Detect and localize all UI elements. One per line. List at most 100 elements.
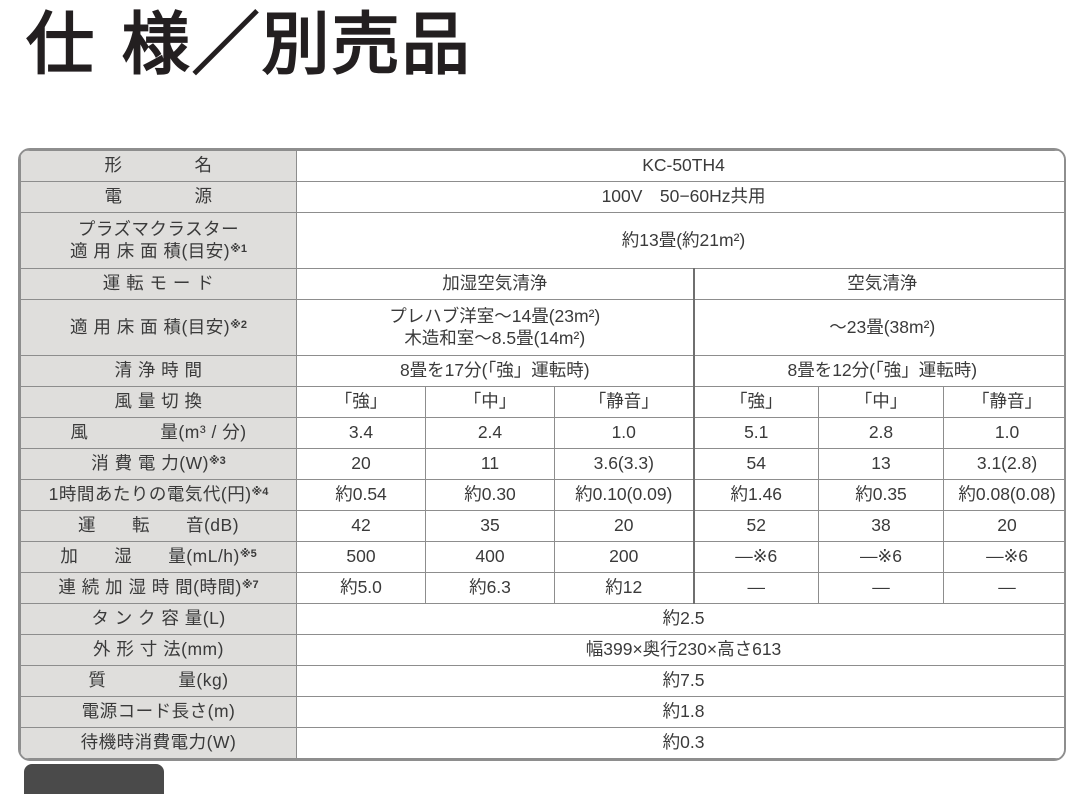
- fan-speed-col-2: 「中」: [425, 386, 555, 418]
- humidification-col-1: 500: [296, 541, 426, 573]
- row-label-plasmacluster-area: プラズマクラスター 適 用 床 面 積(目安)※1: [20, 212, 297, 269]
- table-row: 1時間あたりの電気代(円)※4 約0.54 約0.30 約0.10(0.09) …: [20, 479, 1064, 511]
- table-row: 清 浄 時 間 8畳を17分(「強」運転時) 8畳を12分(「強」運転時): [20, 355, 1064, 387]
- noise-col-2: 35: [425, 510, 555, 542]
- cont-humid-col-3: 約12: [554, 572, 695, 604]
- fan-speed-col-1: 「強」: [296, 386, 426, 418]
- humidification-col-2: 400: [425, 541, 555, 573]
- noise-col-3: 20: [554, 510, 695, 542]
- specification-table-container: 形 名 KC-50TH4 電 源 100V 50−60Hz共用 プラズマクラスタ…: [18, 148, 1066, 761]
- row-value-tank-capacity: 約2.5: [295, 603, 1064, 635]
- noise-col-6: 20: [942, 510, 1064, 542]
- cont-humid-col-4: —: [693, 572, 819, 604]
- table-row: 外 形 寸 法(mm) 幅399×奥行230×高さ613: [20, 634, 1064, 666]
- row-value-model: KC-50TH4: [295, 150, 1064, 182]
- table-row: 加 湿 量(mL/h)※5 500 400 200 —※6 —※6 —※6: [20, 541, 1064, 573]
- fan-speed-col-3: 「静音」: [554, 386, 695, 418]
- row-label-power-consumption: 消 費 電 力(W)※3: [20, 448, 297, 480]
- noise-col-4: 52: [693, 510, 819, 542]
- specification-table: 形 名 KC-50TH4 電 源 100V 50−60Hz共用 プラズマクラスタ…: [20, 150, 1064, 759]
- table-row: 質 量(kg) 約7.5: [20, 665, 1064, 697]
- row-label-text: 連 続 加 湿 時 間(時間): [58, 577, 242, 598]
- humidification-col-3: 200: [554, 541, 695, 573]
- table-row: タ ン ク 容 量(L) 約2.5: [20, 603, 1064, 635]
- airflow-col-3: 1.0: [554, 417, 695, 449]
- table-row: プラズマクラスター 適 用 床 面 積(目安)※1 約13畳(約21m²): [20, 212, 1064, 269]
- row-label-text: 加 湿 量(mL/h): [60, 546, 240, 567]
- row-label-line1: プラズマクラスター: [77, 218, 240, 239]
- table-row: 電源コード長さ(m) 約1.8: [20, 696, 1064, 728]
- power-consumption-col-4: 54: [693, 448, 819, 480]
- row-value-cleaning-time-humidify: 8畳を17分(「強」運転時): [296, 355, 695, 387]
- table-row: 形 名 KC-50TH4: [20, 150, 1064, 182]
- row-label-tank-capacity: タ ン ク 容 量(L): [20, 603, 297, 635]
- row-value-cleaning-time-clean: 8畳を12分(「強」運転時): [692, 355, 1064, 387]
- row-value-applicable-area-humidify: プレハブ洋室～14畳(23m²) 木造和室～8.5畳(14m²): [296, 299, 695, 356]
- table-row: 待機時消費電力(W) 約0.3: [20, 727, 1064, 759]
- row-label-hourly-cost: 1時間あたりの電気代(円)※4: [20, 479, 297, 511]
- footnote-marker-2: ※2: [230, 318, 247, 331]
- airflow-col-4: 5.1: [693, 417, 819, 449]
- row-label-continuous-humidification: 連 続 加 湿 時 間(時間)※7: [20, 572, 297, 604]
- row-value-plasmacluster-area: 約13畳(約21m²): [295, 212, 1064, 269]
- applicable-area-line2: 木造和室～8.5畳(14m²): [404, 327, 586, 348]
- airflow-col-6: 1.0: [942, 417, 1064, 449]
- footnote-marker-3: ※3: [208, 455, 226, 468]
- row-value-weight: 約7.5: [295, 665, 1064, 697]
- row-label-cord-length: 電源コード長さ(m): [20, 696, 297, 728]
- airflow-col-1: 3.4: [296, 417, 426, 449]
- row-label-line2: 適 用 床 面 積(目安): [70, 240, 231, 261]
- hourly-cost-col-1: 約0.54: [296, 479, 426, 511]
- cont-humid-col-6: —: [942, 572, 1064, 604]
- row-value-power-source: 100V 50−60Hz共用: [295, 181, 1064, 213]
- row-label-text: 消 費 電 力(W): [91, 453, 209, 474]
- airflow-col-5: 2.8: [818, 417, 944, 449]
- power-consumption-col-3: 3.6(3.3): [554, 448, 695, 480]
- row-label-humidification-rate: 加 湿 量(mL/h)※5: [20, 541, 297, 573]
- hourly-cost-col-5: 約0.35: [818, 479, 944, 511]
- table-row: 電 源 100V 50−60Hz共用: [20, 181, 1064, 213]
- fan-speed-col-5: 「中」: [818, 386, 944, 418]
- table-row: 連 続 加 湿 時 間(時間)※7 約5.0 約6.3 約12 — — —: [20, 572, 1064, 604]
- power-consumption-col-1: 20: [296, 448, 426, 480]
- row-label-fan-speed: 風 量 切 換: [20, 386, 297, 418]
- table-row: 運 転 モ ー ド 加湿空気清浄 空気清浄: [20, 268, 1064, 300]
- cont-humid-col-1: 約5.0: [296, 572, 426, 604]
- row-label-airflow: 風 量(m³ / 分): [20, 417, 297, 449]
- row-value-applicable-area-clean: ～23畳(38m²): [692, 299, 1064, 356]
- table-row: 消 費 電 力(W)※3 20 11 3.6(3.3) 54 13 3.1(2.…: [20, 448, 1064, 480]
- fan-speed-col-6: 「静音」: [942, 386, 1064, 418]
- humidification-col-5: —※6: [818, 541, 944, 573]
- humidification-col-6: —※6: [942, 541, 1064, 573]
- footnote-marker-1: ※1: [230, 242, 247, 255]
- row-label-applicable-area: 適 用 床 面 積(目安)※2: [20, 299, 297, 356]
- row-label-text: 1時間あたりの電気代(円): [48, 484, 252, 505]
- hourly-cost-col-6: 約0.08(0.08): [942, 479, 1064, 511]
- row-label-model: 形 名: [20, 150, 297, 182]
- row-value-operation-mode-humidify: 加湿空気清浄: [296, 268, 695, 300]
- row-label-text: 適 用 床 面 積(目安): [70, 316, 231, 337]
- applicable-area-line1: プレハブ洋室～14畳(23m²): [389, 305, 601, 326]
- row-label-standby-power: 待機時消費電力(W): [20, 727, 297, 759]
- table-row: 運 転 音(dB) 42 35 20 52 38 20: [20, 510, 1064, 542]
- hourly-cost-col-2: 約0.30: [425, 479, 555, 511]
- row-value-dimensions: 幅399×奥行230×高さ613: [295, 634, 1064, 666]
- hourly-cost-col-4: 約1.46: [693, 479, 819, 511]
- table-row: 風 量 切 換 「強」 「中」 「静音」 「強」 「中」 「静音」: [20, 386, 1064, 418]
- row-label-noise-level: 運 転 音(dB): [20, 510, 297, 542]
- row-label-weight: 質 量(kg): [20, 665, 297, 697]
- cont-humid-col-5: —: [818, 572, 944, 604]
- next-section-tab: [24, 764, 164, 794]
- power-consumption-col-6: 3.1(2.8): [942, 448, 1064, 480]
- power-consumption-col-5: 13: [818, 448, 944, 480]
- noise-col-5: 38: [818, 510, 944, 542]
- hourly-cost-col-3: 約0.10(0.09): [554, 479, 695, 511]
- airflow-col-2: 2.4: [425, 417, 555, 449]
- cont-humid-col-2: 約6.3: [425, 572, 555, 604]
- table-row: 適 用 床 面 積(目安)※2 プレハブ洋室～14畳(23m²) 木造和室～8.…: [20, 299, 1064, 356]
- footnote-marker-5: ※5: [239, 548, 257, 561]
- row-label-cleaning-time: 清 浄 時 間: [20, 355, 297, 387]
- row-label-operation-mode: 運 転 モ ー ド: [20, 268, 297, 300]
- fan-speed-col-4: 「強」: [693, 386, 819, 418]
- row-value-cord-length: 約1.8: [295, 696, 1064, 728]
